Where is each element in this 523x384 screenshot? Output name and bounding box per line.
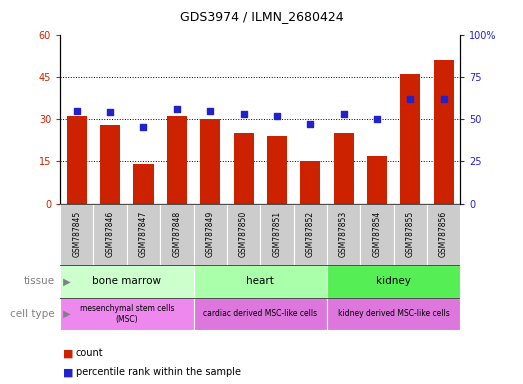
Point [439, 96, 448, 102]
Text: GSM787852: GSM787852 [306, 211, 315, 257]
Point [173, 106, 181, 112]
Text: GSM787855: GSM787855 [406, 211, 415, 257]
Bar [360, 204, 393, 265]
Point [339, 111, 348, 117]
Text: GSM787849: GSM787849 [206, 211, 214, 257]
Bar [427, 204, 460, 265]
Point [106, 109, 115, 115]
Bar [133, 164, 154, 204]
Bar [194, 298, 327, 330]
Bar [394, 204, 427, 265]
Text: GSM787856: GSM787856 [439, 211, 448, 257]
Text: ▶: ▶ [60, 309, 71, 319]
Bar [334, 133, 354, 204]
Bar [233, 133, 254, 204]
Text: GSM787850: GSM787850 [239, 211, 248, 257]
Bar [327, 298, 460, 330]
Bar [227, 204, 260, 265]
Bar [434, 60, 453, 204]
Bar [260, 204, 293, 265]
Text: tissue: tissue [24, 276, 55, 286]
Bar [160, 204, 194, 265]
Bar [67, 116, 87, 204]
Bar [194, 265, 327, 298]
Bar [200, 119, 220, 204]
Point [373, 116, 381, 122]
Bar [400, 74, 420, 204]
Text: ■: ■ [63, 367, 73, 377]
Text: GDS3974 / ILMN_2680424: GDS3974 / ILMN_2680424 [180, 10, 343, 23]
Text: GSM787847: GSM787847 [139, 211, 148, 257]
Text: heart: heart [246, 276, 274, 286]
Text: kidney derived MSC-like cells: kidney derived MSC-like cells [338, 310, 449, 318]
Bar [60, 265, 194, 298]
Bar [300, 161, 320, 204]
Point [139, 124, 147, 131]
Point [73, 108, 81, 114]
Text: bone marrow: bone marrow [93, 276, 161, 286]
Bar [127, 204, 160, 265]
Text: percentile rank within the sample: percentile rank within the sample [76, 367, 241, 377]
Text: ▶: ▶ [60, 276, 71, 286]
Text: GSM787846: GSM787846 [106, 211, 115, 257]
Point [240, 111, 248, 117]
Text: GSM787851: GSM787851 [272, 211, 281, 257]
Point [306, 121, 314, 127]
Text: GSM787854: GSM787854 [372, 211, 381, 257]
Point [272, 113, 281, 119]
Text: ■: ■ [63, 348, 73, 358]
Point [206, 108, 214, 114]
Bar [100, 125, 120, 204]
Bar [327, 204, 360, 265]
Text: cell type: cell type [10, 309, 55, 319]
Bar [60, 298, 194, 330]
Bar [367, 156, 387, 204]
Text: cardiac derived MSC-like cells: cardiac derived MSC-like cells [203, 310, 317, 318]
Text: kidney: kidney [376, 276, 411, 286]
Bar [60, 204, 94, 265]
Bar [293, 204, 327, 265]
Text: GSM787848: GSM787848 [173, 211, 181, 257]
Text: count: count [76, 348, 104, 358]
Bar [94, 204, 127, 265]
Text: mesenchymal stem cells
(MSC): mesenchymal stem cells (MSC) [79, 304, 174, 324]
Bar [327, 265, 460, 298]
Text: GSM787845: GSM787845 [72, 211, 81, 257]
Bar [194, 204, 227, 265]
Bar [267, 136, 287, 204]
Point [406, 96, 414, 102]
Text: GSM787853: GSM787853 [339, 211, 348, 257]
Bar [167, 116, 187, 204]
